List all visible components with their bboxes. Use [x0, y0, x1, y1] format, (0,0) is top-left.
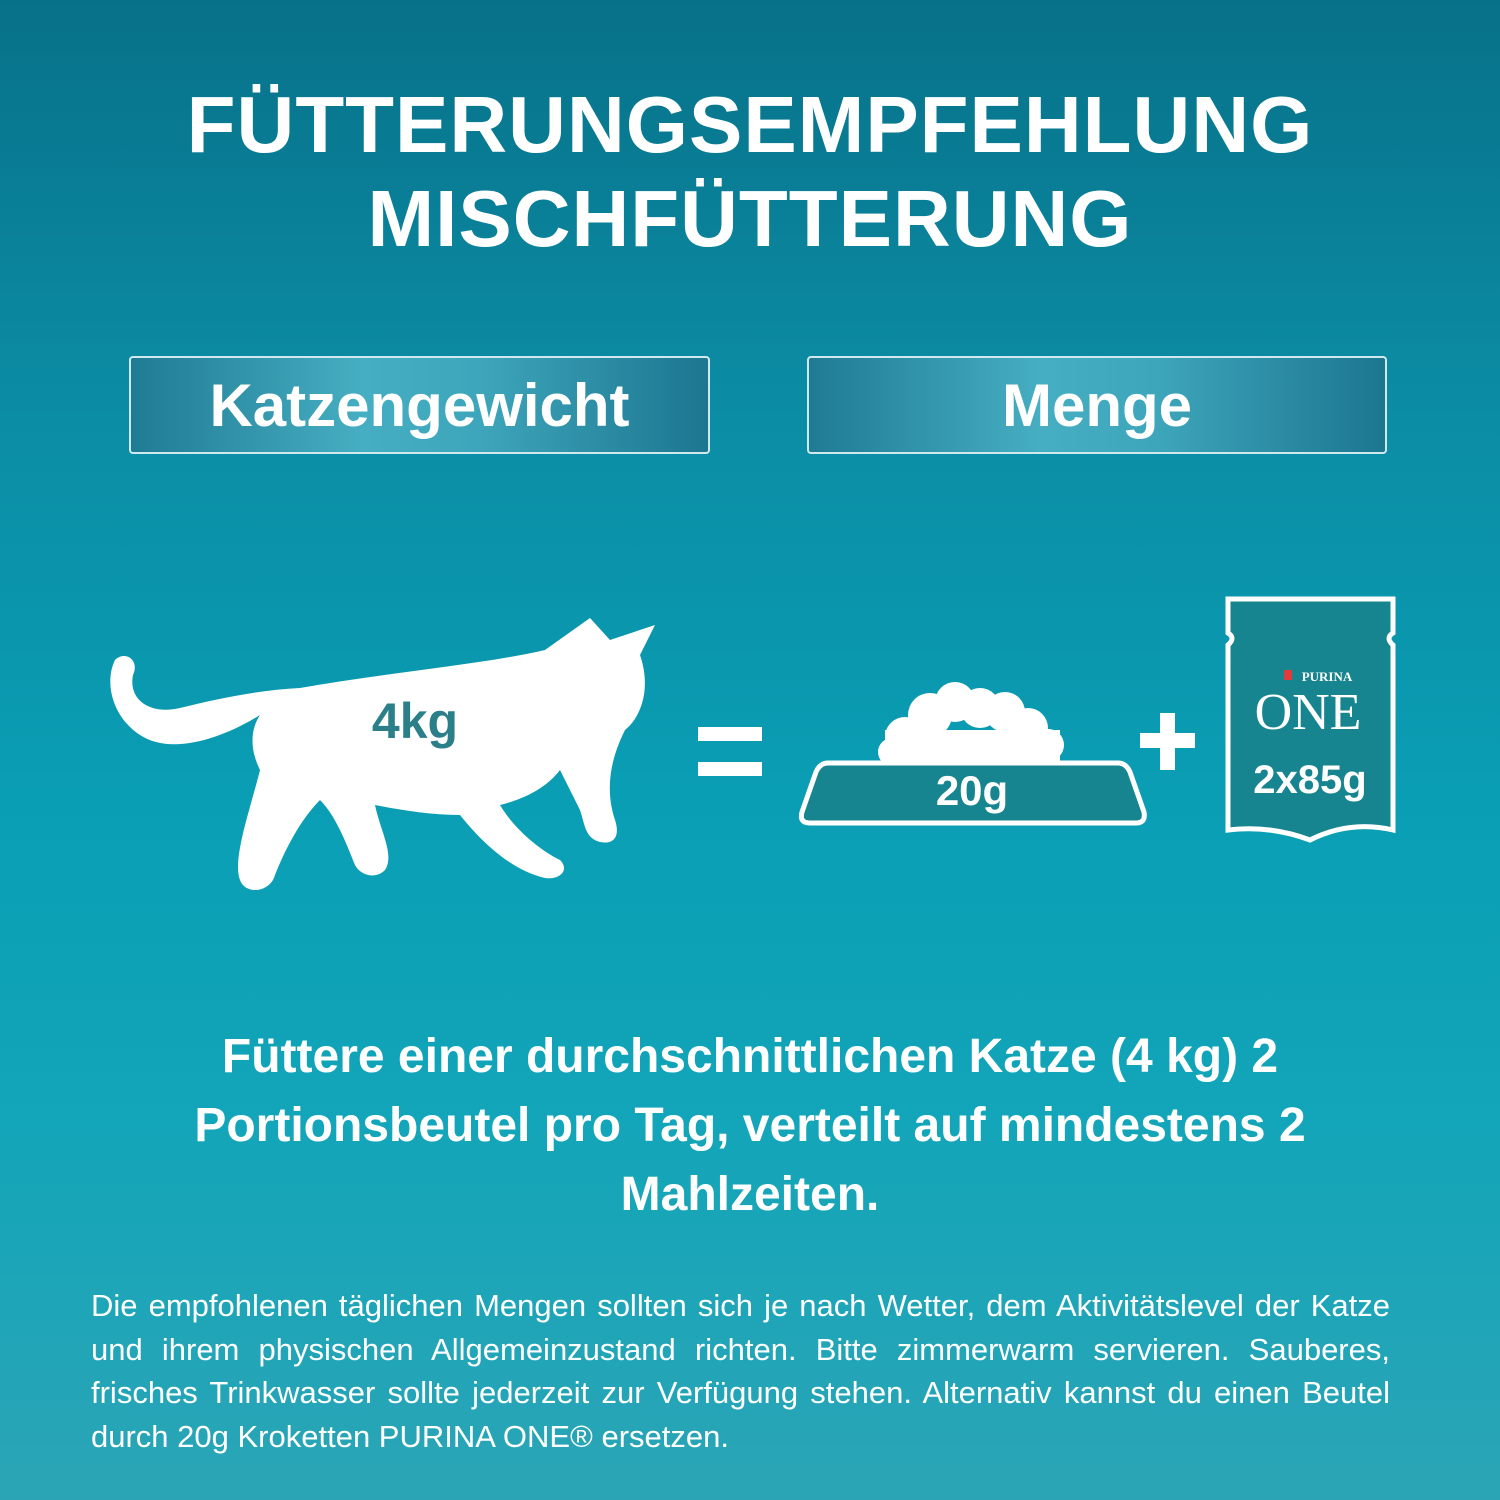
equals-sign-icon: [698, 727, 762, 776]
food-bowl-icon: 20g: [798, 682, 1147, 826]
header-cat-weight-label: Katzengewicht: [209, 371, 630, 439]
dry-food-amount: 20g: [936, 767, 1008, 814]
header-amount: Menge: [807, 356, 1387, 454]
feeding-note: Die empfohlenen täglichen Mengen sollten…: [91, 1288, 1390, 1454]
feeding-instruction: Füttere einer durchschnittlichen Katze (…: [194, 1030, 1306, 1221]
food-pouch-icon: PURINA ONE 2x85g: [1225, 596, 1396, 843]
plus-sign-icon: [1140, 713, 1195, 770]
title-line-2: MISCHFÜTTERUNG: [367, 174, 1133, 263]
header-cat-weight: Katzengewicht: [129, 356, 710, 454]
brand-large: ONE: [1255, 684, 1362, 741]
page-title: FÜTTERUNGSEMPFEHLUNG MISCHFÜTTERUNG: [0, 78, 1500, 266]
brand-small: PURINA: [1302, 669, 1353, 684]
cat-weight-label: 4kg: [372, 693, 458, 749]
cat-silhouette-icon: 4kg: [110, 618, 655, 891]
pouch-amount: 2x85g: [1253, 758, 1366, 802]
title-line-1: FÜTTERUNGSEMPFEHLUNG: [186, 80, 1314, 169]
header-amount-label: Menge: [1001, 371, 1193, 439]
